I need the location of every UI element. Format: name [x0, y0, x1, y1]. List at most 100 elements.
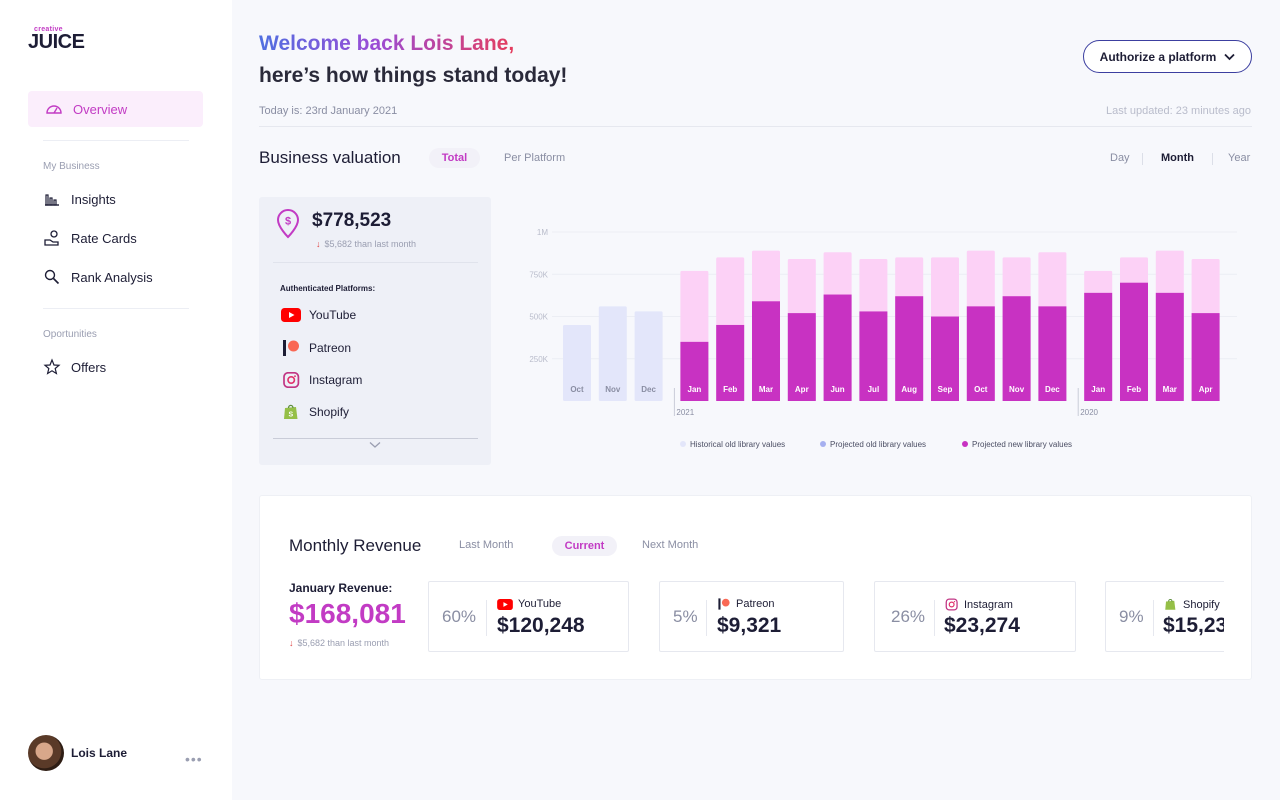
year-label: 2020	[1080, 408, 1098, 417]
bar-projected-new[interactable]	[1038, 306, 1067, 401]
legend-marker	[820, 441, 826, 447]
valuation-amount: $778,523	[312, 210, 392, 231]
valuation-chart: 1M 750K 500K 250K Oct Nov Dec Jan Feb Mar Apr Jun Ju…	[529, 228, 1237, 449]
legend-marker	[962, 441, 968, 447]
gauge-icon	[46, 105, 62, 114]
valuation-card: $ $778,523 ↓ $5,682 than last month Authe…	[259, 197, 491, 465]
platform-name: Instagram	[309, 373, 363, 387]
x-tick-label: Sep	[938, 385, 953, 394]
divider	[486, 600, 487, 636]
bar-historical[interactable]	[563, 324, 591, 401]
revenue-amount: $9,321	[717, 614, 782, 637]
bar-historical[interactable]	[634, 311, 663, 401]
bar-projected-new[interactable]	[895, 296, 924, 401]
divider	[1212, 153, 1213, 165]
sidebar-item-rate-cards[interactable]: Rate Cards	[43, 228, 137, 248]
x-tick-label: Jul	[868, 385, 880, 394]
legend-label[interactable]: Historical old library values	[690, 440, 785, 449]
platform-name: YouTube	[309, 308, 357, 322]
bar-historical[interactable]	[598, 306, 627, 401]
authenticated-platforms-label: Authenticated Platforms:	[280, 284, 376, 293]
divider	[43, 308, 189, 309]
arrow-down-icon: ↓	[316, 239, 321, 249]
youtube-icon	[281, 308, 301, 322]
tab-current[interactable]: Current	[552, 536, 617, 556]
period-year[interactable]: Year	[1228, 152, 1251, 164]
january-revenue-change-text: $5,682 than last month	[297, 638, 390, 648]
y-tick-label: 750K	[529, 270, 548, 279]
bar-projected-new[interactable]	[752, 301, 780, 401]
header-divider	[259, 126, 1252, 127]
revenue-tile-youtube[interactable]: 60% YouTube $120,248	[428, 581, 629, 652]
bar-projected-new[interactable]	[1120, 282, 1148, 401]
x-tick-label: Apr	[1199, 385, 1213, 394]
bar-projected-new[interactable]	[1002, 296, 1031, 401]
bar-projected-new[interactable]	[931, 316, 959, 402]
youtube-icon	[497, 598, 513, 610]
more-options-icon[interactable]: •••	[185, 751, 203, 767]
legend-label[interactable]: Projected new library values	[972, 440, 1072, 449]
platform-name: Patreon	[736, 598, 775, 610]
revenue-tile-instagram[interactable]: 26% Instagram $23,274	[874, 581, 1076, 652]
bar-projected-new[interactable]	[1155, 292, 1184, 401]
legend-marker	[680, 441, 686, 447]
bar-chart-icon	[45, 194, 59, 206]
star-icon	[43, 358, 61, 375]
revenue-amount: $120,248	[497, 614, 585, 637]
sidebar-item-rank-analysis[interactable]: Rank Analysis	[43, 267, 153, 287]
divider	[273, 438, 478, 439]
x-tick-label: Jun	[830, 385, 844, 394]
sidebar-item-overview[interactable]: Overview	[28, 91, 203, 127]
valuation-change: ↓ $5,682 than last month	[316, 239, 416, 249]
x-tick-label: Nov	[1009, 385, 1025, 394]
sidebar-item-insights[interactable]: Insights	[43, 189, 116, 209]
bar-projected-new[interactable]	[1191, 313, 1220, 401]
monthly-revenue-title: Monthly Revenue	[289, 536, 422, 555]
sidebar-item-label: Offers	[71, 359, 107, 375]
period-day[interactable]: Day	[1110, 152, 1130, 164]
platform-shopify[interactable]: S Shopify	[281, 404, 349, 420]
chevron-down-icon[interactable]	[369, 441, 381, 449]
svg-text:$: $	[285, 216, 291, 228]
platform-instagram[interactable]: Instagram	[281, 372, 362, 388]
welcome-title: Welcome back Lois Lane,	[259, 32, 515, 55]
platform-label: Shopify	[1163, 598, 1220, 611]
period-month[interactable]: Month	[1161, 152, 1194, 164]
x-tick-label: Dec	[1045, 385, 1060, 394]
january-revenue-amount: $168,081	[289, 598, 406, 629]
platform-label: Patreon	[717, 598, 775, 610]
authorize-platform-label: Authorize a platform	[1099, 49, 1217, 64]
platform-patreon[interactable]: Patreon	[281, 340, 351, 356]
year-label: 2021	[676, 408, 694, 417]
tab-per-platform[interactable]: Per Platform	[504, 152, 566, 164]
tab-next-month[interactable]: Next Month	[642, 539, 699, 551]
bar-projected-new[interactable]	[966, 306, 995, 401]
bar-projected-new[interactable]	[716, 324, 745, 401]
authorize-platform-button[interactable]: Authorize a platform	[1083, 40, 1252, 73]
x-tick-label: Feb	[1127, 385, 1141, 394]
tab-last-month[interactable]: Last Month	[459, 539, 514, 551]
sidebar-item-label: Insights	[71, 191, 116, 207]
y-tick-label: 500K	[529, 313, 548, 322]
sidebar-item-offers[interactable]: Offers	[43, 357, 106, 377]
bar-projected-new[interactable]	[680, 341, 709, 401]
revenue-tile-shopify[interactable]: 9% Shopify $15,23	[1105, 581, 1224, 652]
revenue-share: 5%	[673, 607, 698, 626]
revenue-tile-patreon[interactable]: 5% Patreon $9,321	[659, 581, 844, 652]
x-tick-label: Dec	[641, 385, 656, 394]
x-tick-label: Oct	[570, 385, 584, 394]
legend-label[interactable]: Projected old library values	[830, 440, 926, 449]
bar-projected-new[interactable]	[787, 313, 816, 401]
user-profile[interactable]: Lois Lane	[28, 735, 127, 771]
tab-total[interactable]: Total	[429, 148, 480, 168]
x-tick-label: Apr	[795, 385, 809, 394]
bar-projected-new[interactable]	[823, 294, 852, 401]
platform-label: YouTube	[497, 598, 561, 610]
bar-projected-new[interactable]	[1084, 292, 1113, 401]
revenue-tiles: 60% YouTube $120,248 5% Patreon $9,321 2…	[428, 581, 1224, 653]
bar-projected-new[interactable]	[859, 311, 888, 401]
platform-youtube[interactable]: YouTube	[281, 308, 356, 322]
x-tick-label: Mar	[1163, 385, 1177, 394]
valuation-change-text: $5,682 than last month	[324, 239, 417, 249]
sidebar-item-label: Rank Analysis	[71, 269, 153, 285]
